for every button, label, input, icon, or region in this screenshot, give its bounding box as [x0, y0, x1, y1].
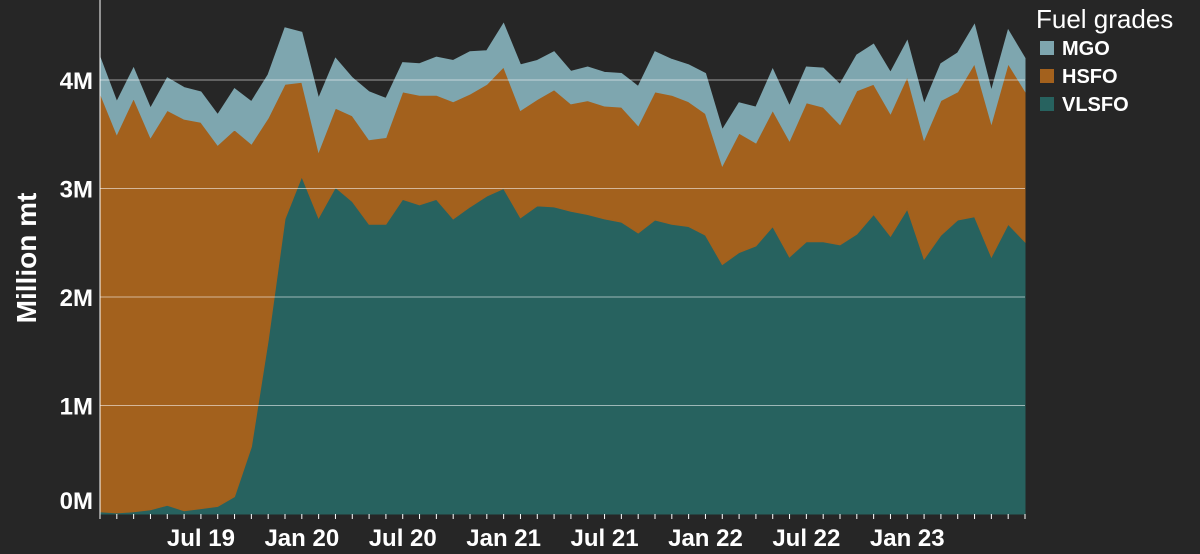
- gridlines: [100, 79, 1025, 406]
- y-tick-label: 4M: [60, 68, 93, 95]
- x-tick-label: Jul 21: [571, 525, 639, 552]
- legend-swatch-hsfo: [1040, 69, 1054, 83]
- y-tick-label: 1M: [60, 394, 93, 421]
- x-tick-label: Jan 21: [466, 525, 541, 552]
- x-tick-label: Jan 23: [870, 525, 945, 552]
- legend-label-hsfo: HSFO: [1062, 66, 1118, 88]
- legend-label-mgo: MGO: [1062, 38, 1110, 60]
- y-tick-label: 0M: [60, 488, 93, 515]
- legend: Fuel grades MGO HSFO VLSFO: [1036, 4, 1173, 116]
- legend-title: Fuel grades: [1036, 4, 1173, 34]
- y-tick-label: 3M: [60, 177, 93, 204]
- x-tick-label: Jul 19: [167, 525, 235, 552]
- legend-label-vlsfo: VLSFO: [1062, 94, 1129, 116]
- legend-swatch-mgo: [1040, 41, 1054, 55]
- legend-swatch-vlsfo: [1040, 97, 1054, 111]
- x-tick-label: Jul 22: [772, 525, 840, 552]
- y-axis-title: Million mt: [11, 193, 42, 324]
- x-axis: Jul 19 Jan 20 Jul 20 Jan 21 Jul 21 Jan 22 Jul …: [99, 514, 1026, 552]
- y-axis: 0M 1M 2M 3M 4M: [60, 0, 101, 516]
- area-layers: [99, 22, 1026, 515]
- x-tick-label: Jan 22: [668, 525, 743, 552]
- y-tick-label: 2M: [60, 285, 93, 312]
- x-tick-label: Jul 20: [369, 525, 437, 552]
- area-mgo: [99, 22, 1026, 167]
- x-tick-label: Jan 20: [264, 525, 339, 552]
